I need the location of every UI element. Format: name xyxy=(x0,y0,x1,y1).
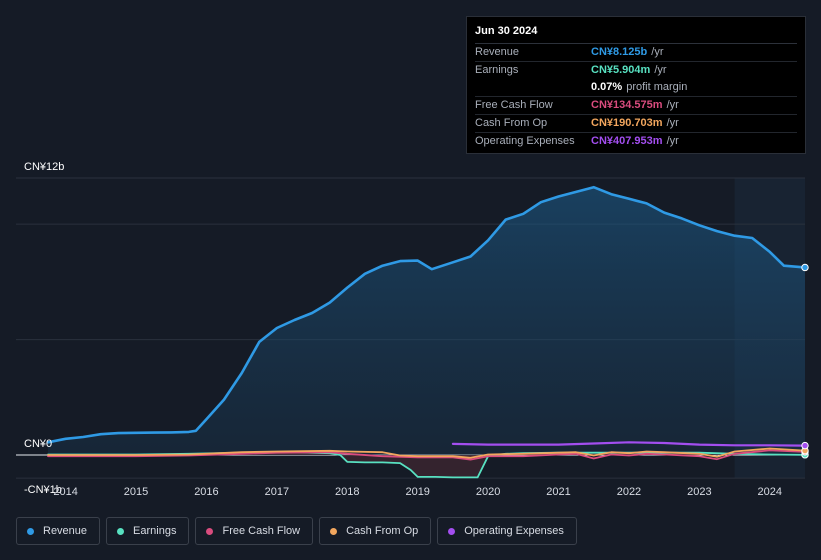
operating-expenses-line xyxy=(451,441,807,447)
tooltip-row-opex: Operating Expenses CN¥407.953m /yr xyxy=(475,133,797,150)
tooltip-unit: /yr xyxy=(654,64,667,76)
legend-item-cash-from-op[interactable]: Cash From Op xyxy=(319,517,432,545)
x-tick-label: 2023 xyxy=(687,486,711,498)
tooltip-value: CN¥407.953m xyxy=(591,135,663,147)
tooltip-value: CN¥5.904m xyxy=(591,64,651,76)
x-tick-label: 2022 xyxy=(617,486,641,498)
tooltip-row-earnings: Earnings CN¥5.904m /yr xyxy=(475,62,797,79)
tooltip-label: Earnings xyxy=(475,64,519,76)
tooltip-value: CN¥190.703m xyxy=(591,117,663,129)
tooltip-label: Cash From Op xyxy=(475,117,548,129)
x-tick-label: 2016 xyxy=(194,486,218,498)
tooltip-value: 0.07% xyxy=(591,81,623,93)
x-tick-label: 2020 xyxy=(476,486,500,498)
y-axis-labels: CN¥12b CN¥0 -CN¥1b xyxy=(24,161,64,496)
tooltip-value: CN¥8.125b xyxy=(591,46,648,58)
legend-item-earnings[interactable]: Earnings xyxy=(106,517,190,545)
fcf-dot-icon xyxy=(206,527,214,535)
tooltip-unit: /yr xyxy=(666,117,679,129)
area-fills xyxy=(48,187,805,478)
legend-label: Earnings xyxy=(133,525,177,537)
cfo-dot-icon xyxy=(330,527,338,535)
legend-label: Operating Expenses xyxy=(464,525,564,537)
tooltip-panel: Jun 30 2024 Revenue CN¥8.125b /yr Earnin… xyxy=(466,16,806,154)
cash-from-op-line xyxy=(47,447,806,459)
end-markers xyxy=(801,263,809,459)
x-tick-label: 2021 xyxy=(546,486,570,498)
x-tick-label: 2015 xyxy=(124,486,148,498)
tooltip-label: Operating Expenses xyxy=(475,135,575,147)
tooltip-row-revenue: Revenue CN¥8.125b /yr xyxy=(475,44,797,62)
tooltip-row-cfo: Cash From Op CN¥190.703m /yr xyxy=(475,115,797,133)
tooltip-row-margin: 0.07% profit margin xyxy=(475,79,797,97)
tooltip-unit: /yr xyxy=(651,46,664,58)
series-lines xyxy=(46,185,807,479)
tooltip-value: CN¥134.575m xyxy=(591,99,663,111)
legend-label: Cash From Op xyxy=(346,525,419,537)
chart-legend: Revenue Earnings Free Cash Flow Cash Fro… xyxy=(16,517,577,547)
y-tick-label: -CN¥1b xyxy=(24,484,62,496)
y-tick-label: CN¥12b xyxy=(24,161,64,173)
tooltip-date: Jun 30 2024 xyxy=(475,23,797,44)
legend-item-operating-expenses[interactable]: Operating Expenses xyxy=(437,517,577,545)
x-axis-labels: 2014 2015 2016 2017 2018 2019 2020 2021 2022 2023… xyxy=(53,486,782,498)
operating-expenses-end-point xyxy=(801,441,809,450)
free-cash-flow-line xyxy=(47,449,806,461)
revenue-dot-icon xyxy=(27,527,34,535)
legend-item-free-cash-flow[interactable]: Free Cash Flow xyxy=(195,517,314,545)
x-tick-label: 2017 xyxy=(265,486,289,498)
y-tick-label: CN¥0 xyxy=(24,438,52,450)
tooltip-row-fcf: Free Cash Flow CN¥134.575m /yr xyxy=(475,97,797,115)
revenue-area xyxy=(48,187,805,455)
x-tick-label: 2024 xyxy=(758,486,782,498)
x-tick-label: 2018 xyxy=(335,486,359,498)
x-tick-label: 2019 xyxy=(405,486,429,498)
tooltip-unit: /yr xyxy=(666,135,679,147)
tooltip-unit: profit margin xyxy=(626,81,688,93)
revenue-end-point xyxy=(801,263,809,272)
earnings-area xyxy=(48,452,805,478)
tooltip-label: Free Cash Flow xyxy=(475,99,553,111)
legend-label: Revenue xyxy=(43,525,88,537)
tooltip-unit: /yr xyxy=(666,99,679,111)
earnings-dot-icon xyxy=(117,527,125,535)
revenue-line xyxy=(46,185,807,444)
x-tick-label: 2014 xyxy=(53,486,77,498)
legend-label: Free Cash Flow xyxy=(222,525,301,537)
opex-dot-icon xyxy=(448,527,456,535)
legend-item-revenue[interactable]: Revenue xyxy=(16,517,101,545)
tooltip-label xyxy=(475,79,591,96)
tooltip-label: Revenue xyxy=(475,46,520,58)
